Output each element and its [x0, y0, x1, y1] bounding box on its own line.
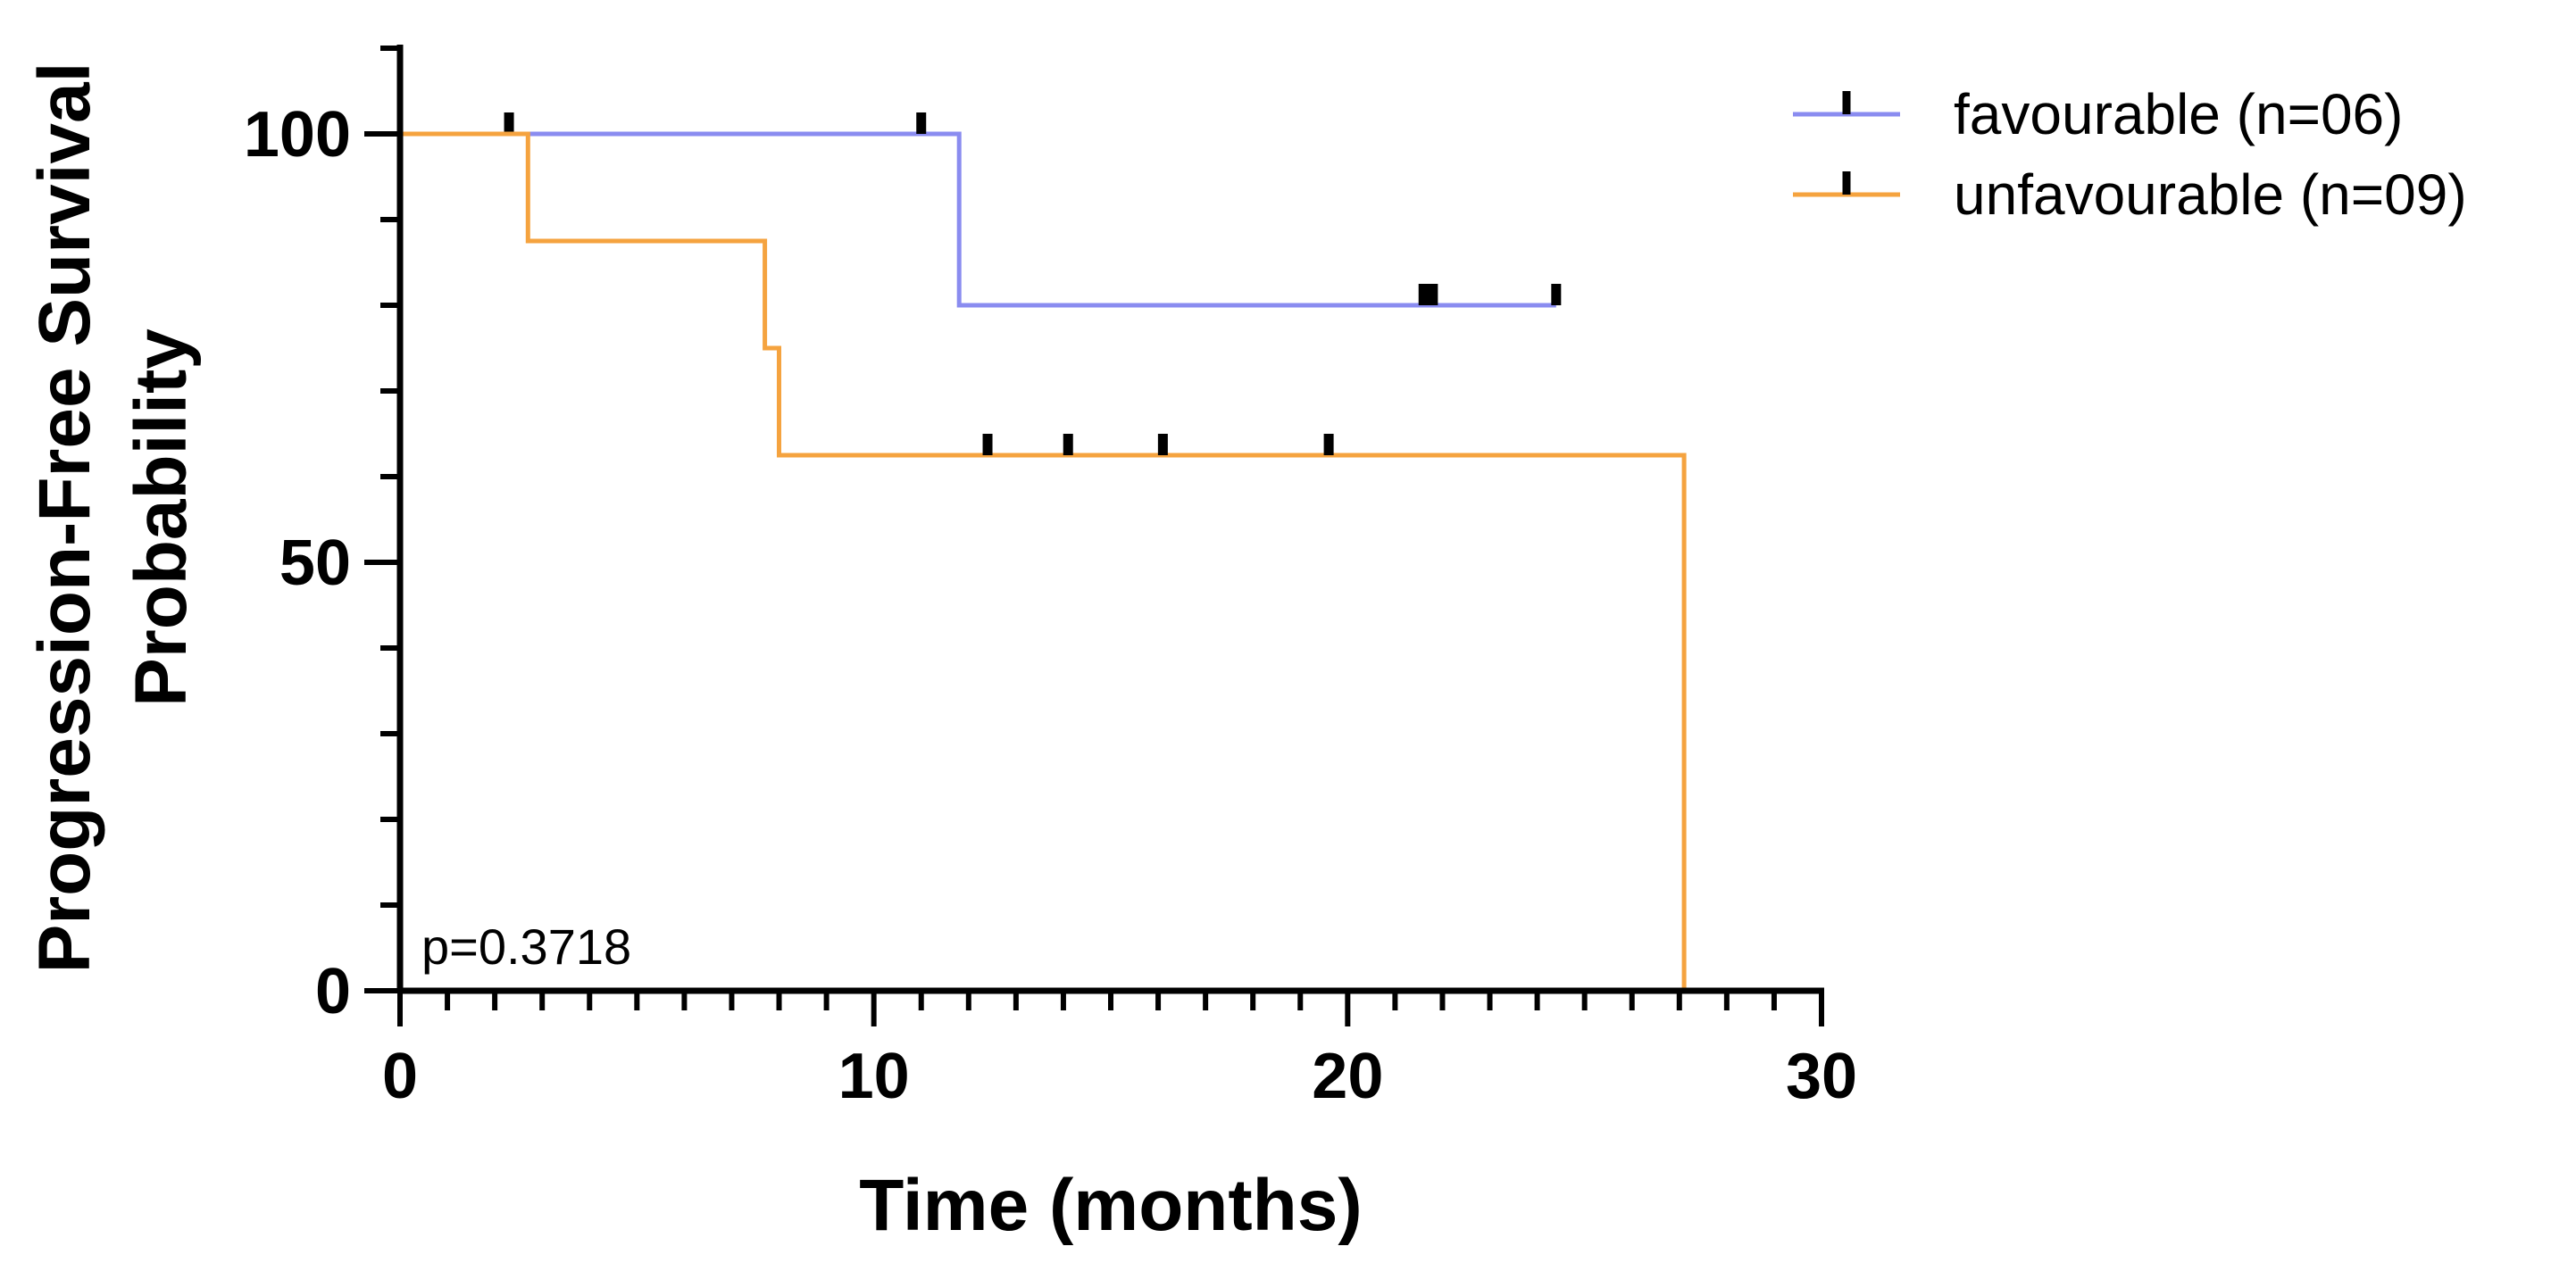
x-tick-label: 0	[382, 1041, 418, 1112]
series-line-unfavourable	[400, 131, 1687, 991]
p-value-annotation: p=0.3718	[421, 918, 631, 975]
series-line-favourable	[400, 131, 1556, 308]
x-tick-label: 30	[1786, 1041, 1857, 1112]
x-tick-label: 10	[838, 1041, 910, 1112]
x-axis-title: Time (months)	[859, 1165, 1362, 1246]
legend: favourable (n=06) unfavourable (n=09)	[1793, 82, 2467, 227]
x-tick-label: 20	[1312, 1041, 1383, 1112]
y-tick-label: 50	[279, 528, 351, 599]
y-tick-label: 100	[244, 99, 351, 170]
y-axis-title: Progression-Free Survival Probability	[24, 62, 202, 974]
legend-label-favourable: favourable (n=06)	[1954, 82, 2403, 146]
y-tick-label: 0	[315, 956, 351, 1027]
series-layer	[400, 112, 1687, 991]
y-axis-title-line2: Probability	[121, 328, 202, 707]
y-axis-title-line1: Progression-Free Survival	[24, 62, 105, 974]
axes-layer: 0 10 20 30 0 50 100	[244, 45, 1857, 1112]
legend-label-unfavourable: unfavourable (n=09)	[1954, 162, 2467, 227]
